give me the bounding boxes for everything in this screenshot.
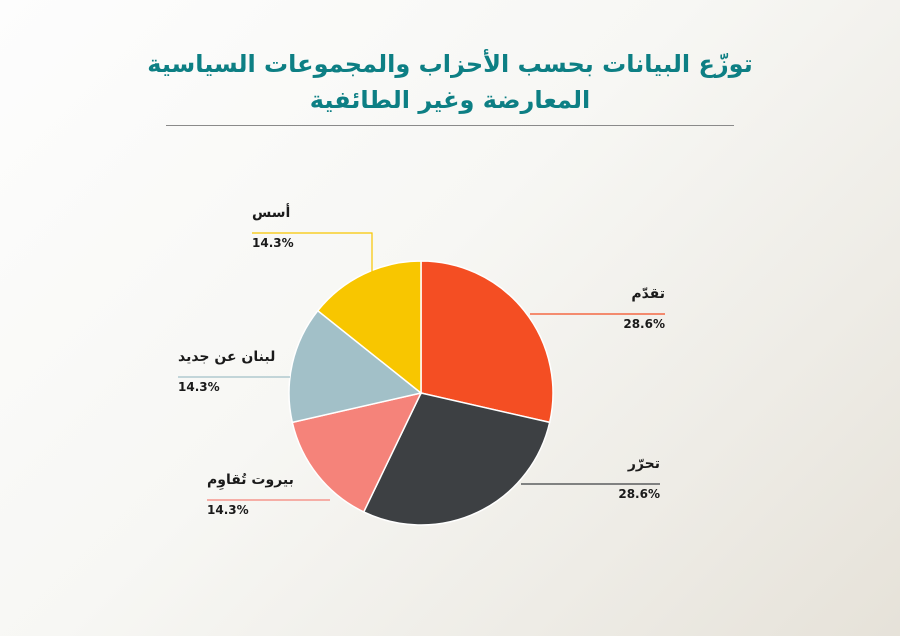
pie-slice-lubnan-an-jadid (288, 309, 423, 424)
pie-slice-taharrur (362, 392, 551, 526)
slice-value-taharrur: 28.6% (618, 487, 660, 501)
slice-value-usus: 14.3% (252, 236, 294, 250)
slice-label-usus: أسس (252, 203, 290, 221)
slice-value-lubnan-an-jadid: 14.3% (178, 380, 220, 394)
pie-slice-beirut-tuqawim (291, 391, 423, 513)
slice-label-taharrur: تحرّر (627, 456, 660, 472)
slice-label-lubnan-an-jadid: لبنان عن جديد (178, 349, 275, 365)
slice-label-beirut-tuqawim: بيروت تُقاوِم (207, 472, 294, 490)
slice-value-beirut-tuqawim: 14.3% (207, 503, 249, 517)
slice-value-tqaddum: 28.6% (623, 317, 665, 331)
pie-slice-tqaddum (420, 260, 554, 424)
pie-slice-usus (316, 260, 422, 395)
slice-label-tqaddum: تقدّم (631, 286, 665, 302)
chart-title: توزّع البيانات بحسب الأحزاب والمجموعات ا… (0, 46, 900, 118)
title-divider (166, 125, 734, 126)
chart-title-line-2: المعارضة وغير الطائفية (309, 86, 591, 114)
leader-line-usus (252, 232, 373, 272)
chart-title-line-1: توزّع البيانات بحسب الأحزاب والمجموعات ا… (147, 50, 753, 78)
